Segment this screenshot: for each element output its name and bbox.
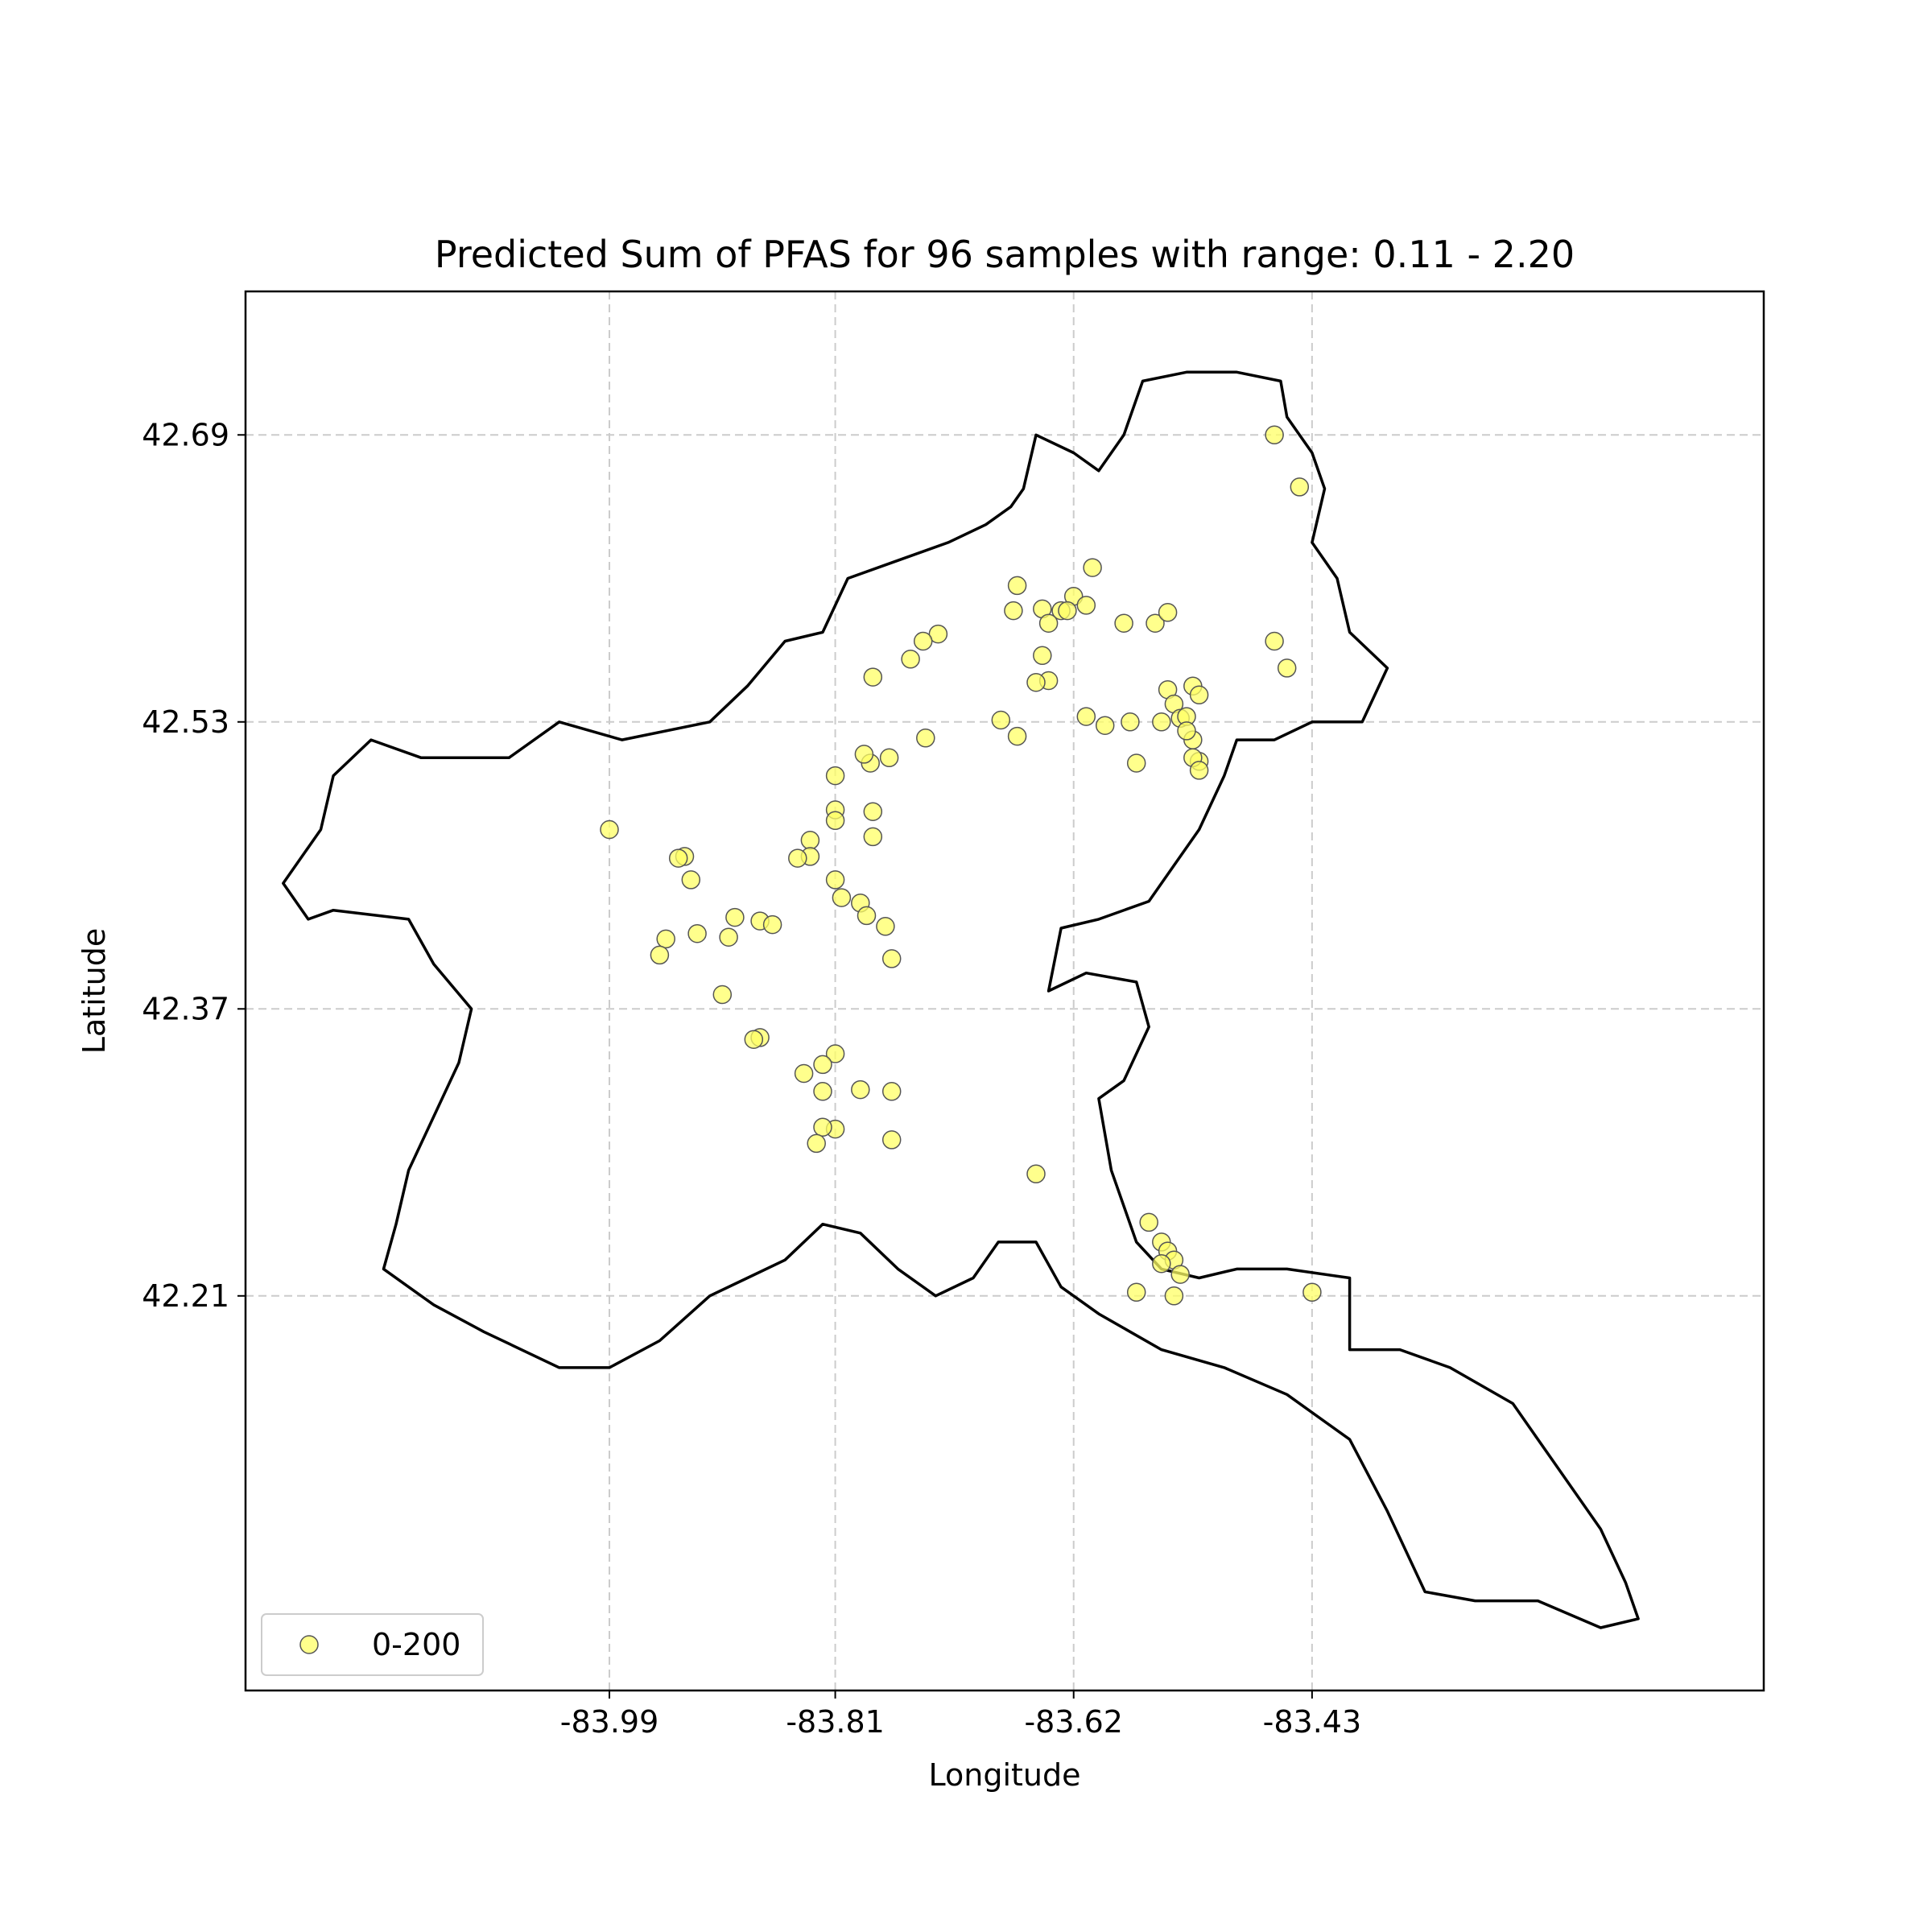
sample-point bbox=[1177, 721, 1196, 741]
sample-point bbox=[1152, 1253, 1171, 1274]
sample-point bbox=[1146, 613, 1165, 633]
sample-point bbox=[991, 710, 1011, 730]
sample-point bbox=[650, 945, 670, 965]
sample-point bbox=[913, 631, 933, 651]
watershed-boundary bbox=[282, 370, 1640, 1629]
sample-point bbox=[1095, 716, 1115, 735]
y-axis-ticks: 42.69 42.53 42.37 42.21 bbox=[142, 417, 246, 1314]
sample-point bbox=[825, 766, 845, 786]
sample-point bbox=[825, 870, 845, 890]
sample-point bbox=[1076, 596, 1096, 615]
sample-point bbox=[1189, 685, 1209, 705]
sample-point bbox=[1170, 1265, 1190, 1284]
chart-title: Predicted Sum of PFAS for 96 samples wit… bbox=[435, 233, 1575, 276]
sample-point bbox=[600, 819, 619, 840]
grid-lines bbox=[246, 291, 1764, 1690]
sample-point bbox=[712, 985, 733, 1005]
y-axis-label: Latitude bbox=[76, 928, 112, 1054]
sample-points bbox=[600, 425, 1322, 1306]
sample-point bbox=[1033, 646, 1052, 666]
y-tick-label: 42.37 bbox=[142, 991, 229, 1026]
sample-point bbox=[863, 802, 883, 821]
sample-point bbox=[825, 1044, 845, 1063]
sample-point bbox=[788, 848, 807, 868]
x-axis-label: Longitude bbox=[929, 1757, 1081, 1793]
sample-point bbox=[832, 888, 852, 907]
sample-point bbox=[656, 929, 675, 949]
sample-point bbox=[813, 1082, 832, 1101]
sample-point bbox=[916, 729, 935, 748]
y-tick-label: 42.53 bbox=[142, 704, 229, 740]
sample-point bbox=[1265, 631, 1284, 651]
x-axis-ticks: -83.99 -83.81 -83.62 -83.43 bbox=[560, 1690, 1361, 1740]
sample-point bbox=[813, 1117, 832, 1137]
sample-point bbox=[1277, 658, 1297, 678]
sample-point bbox=[762, 914, 782, 935]
sample-point bbox=[1058, 601, 1077, 621]
sample-point bbox=[794, 1063, 814, 1084]
sample-point bbox=[719, 927, 738, 947]
sample-point bbox=[876, 917, 895, 936]
sample-point bbox=[863, 827, 883, 847]
sample-point bbox=[1189, 761, 1209, 780]
legend: 0-200 bbox=[261, 1613, 484, 1676]
sample-point bbox=[863, 667, 883, 687]
sample-point bbox=[1121, 712, 1140, 732]
sample-point bbox=[800, 831, 820, 850]
legend-marker bbox=[299, 1635, 319, 1654]
sample-point bbox=[744, 1030, 764, 1049]
sample-point bbox=[1126, 753, 1146, 773]
sample-point bbox=[901, 650, 920, 669]
sample-point bbox=[857, 906, 877, 926]
sample-point bbox=[1026, 1164, 1046, 1184]
sample-point bbox=[813, 1055, 832, 1075]
sample-point bbox=[807, 1133, 826, 1154]
sample-point bbox=[1007, 726, 1027, 746]
sample-point bbox=[1164, 1286, 1184, 1306]
sample-point bbox=[1007, 576, 1027, 596]
sample-point bbox=[1114, 613, 1133, 633]
legend-box bbox=[261, 1613, 484, 1676]
x-tick-label: -83.81 bbox=[786, 1704, 885, 1740]
sample-point bbox=[879, 748, 899, 768]
sample-point bbox=[687, 923, 707, 943]
plot-frame bbox=[244, 290, 1765, 1692]
sample-point bbox=[928, 624, 948, 644]
sample-point bbox=[1152, 712, 1171, 732]
sample-point bbox=[1038, 613, 1059, 633]
sample-point bbox=[881, 1082, 902, 1101]
sample-point bbox=[1126, 1282, 1146, 1302]
y-tick-label: 42.69 bbox=[142, 417, 229, 452]
sample-point bbox=[1302, 1282, 1322, 1302]
sample-point bbox=[1004, 601, 1023, 621]
y-tick-label: 42.21 bbox=[142, 1278, 229, 1314]
sample-point bbox=[854, 745, 874, 764]
x-tick-label: -83.43 bbox=[1263, 1704, 1362, 1740]
legend-label: 0-200 bbox=[372, 1627, 460, 1662]
sample-point bbox=[1158, 603, 1178, 622]
sample-point bbox=[825, 811, 845, 831]
sample-point bbox=[1139, 1212, 1158, 1232]
sample-point bbox=[1290, 477, 1310, 497]
sample-point bbox=[681, 870, 701, 890]
sample-point bbox=[881, 949, 902, 968]
sample-point bbox=[881, 1130, 902, 1150]
sample-point bbox=[1076, 707, 1096, 726]
sample-point bbox=[1265, 425, 1284, 445]
sample-point bbox=[668, 848, 688, 868]
x-tick-label: -83.99 bbox=[560, 1704, 659, 1740]
sample-point bbox=[1083, 558, 1102, 577]
sample-point bbox=[725, 907, 745, 927]
sample-point bbox=[1026, 672, 1046, 692]
sample-point bbox=[851, 1080, 870, 1100]
x-tick-label: -83.62 bbox=[1024, 1704, 1123, 1740]
